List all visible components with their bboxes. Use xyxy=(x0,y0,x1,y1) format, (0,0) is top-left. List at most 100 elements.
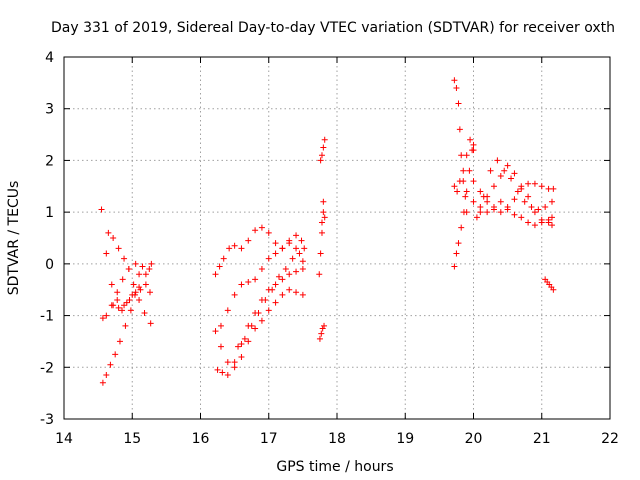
data-point xyxy=(301,245,308,252)
data-point xyxy=(484,209,491,216)
data-point xyxy=(299,266,306,273)
data-point xyxy=(455,240,462,247)
data-point xyxy=(132,260,139,267)
data-point xyxy=(217,343,224,350)
data-point xyxy=(477,209,484,216)
data-point xyxy=(258,317,265,324)
data-point xyxy=(317,157,324,164)
data-point xyxy=(451,183,458,190)
data-point xyxy=(484,193,491,200)
data-point xyxy=(99,379,106,386)
data-point xyxy=(235,343,242,350)
data-point xyxy=(115,304,122,311)
data-point xyxy=(119,276,126,283)
data-point xyxy=(245,237,252,244)
data-points xyxy=(98,77,557,386)
data-point xyxy=(542,203,549,210)
data-point xyxy=(318,229,325,236)
axis-ticks: 14 15 16 17 18 19 20 21 22 -3 -2 -1 0 1 2 3 4 xyxy=(40,50,619,447)
data-point xyxy=(470,198,477,205)
data-point xyxy=(272,240,279,247)
data-point xyxy=(548,222,555,229)
data-point xyxy=(455,100,462,107)
data-point xyxy=(458,224,465,231)
data-point xyxy=(477,203,484,210)
data-point xyxy=(467,136,474,143)
data-point xyxy=(212,271,219,278)
x-tick-label: 20 xyxy=(465,431,483,447)
data-point xyxy=(114,289,121,296)
data-point xyxy=(525,219,532,226)
data-point xyxy=(125,266,132,273)
data-point xyxy=(462,193,469,200)
data-point xyxy=(131,291,138,298)
data-point xyxy=(216,263,223,270)
data-point xyxy=(456,126,463,133)
data-point xyxy=(545,219,552,226)
data-point xyxy=(456,178,463,185)
data-point xyxy=(487,167,494,174)
data-point xyxy=(454,188,461,195)
series-seg-b7 xyxy=(316,209,328,278)
data-point xyxy=(473,214,480,221)
data-point xyxy=(252,227,259,234)
series-seg-b5 xyxy=(235,245,308,350)
data-point xyxy=(511,196,518,203)
data-point xyxy=(279,291,286,298)
data-point xyxy=(212,328,219,335)
data-point xyxy=(286,271,293,278)
data-point xyxy=(146,289,153,296)
data-point xyxy=(238,245,245,252)
data-point xyxy=(470,141,477,148)
data-point xyxy=(320,198,327,205)
data-point xyxy=(231,242,238,249)
data-point xyxy=(231,359,238,366)
data-point xyxy=(321,136,328,143)
x-tick-label: 16 xyxy=(192,431,210,447)
data-point xyxy=(231,364,238,371)
chart-title: Day 331 of 2019, Sidereal Day-to-day VTE… xyxy=(51,20,615,36)
data-point xyxy=(272,299,279,306)
data-point xyxy=(293,289,300,296)
x-tick-label: 17 xyxy=(260,431,278,447)
data-point xyxy=(98,206,105,213)
data-point xyxy=(286,286,293,293)
data-point xyxy=(460,167,467,174)
data-point xyxy=(494,157,501,164)
series-seg-c1 xyxy=(451,77,470,216)
data-point xyxy=(451,263,458,270)
data-point xyxy=(238,281,245,288)
series-seg-b6 xyxy=(316,198,328,342)
data-point xyxy=(299,291,306,298)
data-point xyxy=(103,372,110,379)
data-point xyxy=(258,266,265,273)
data-point xyxy=(132,289,139,296)
data-point xyxy=(146,266,153,273)
data-point xyxy=(286,237,293,244)
data-point xyxy=(115,245,122,252)
data-point xyxy=(119,307,126,314)
data-point xyxy=(531,222,538,229)
data-point xyxy=(470,178,477,185)
data-point xyxy=(238,341,245,348)
x-tick-label: 19 xyxy=(396,431,414,447)
data-point xyxy=(293,268,300,275)
data-point xyxy=(142,281,149,288)
data-point xyxy=(114,297,121,304)
data-point xyxy=(226,245,233,252)
data-point xyxy=(99,315,106,322)
data-point xyxy=(245,338,252,345)
data-point xyxy=(248,322,255,329)
data-point xyxy=(518,214,525,221)
data-point xyxy=(538,216,545,223)
x-tick-label: 22 xyxy=(601,431,619,447)
x-tick-label: 18 xyxy=(328,431,346,447)
data-point xyxy=(451,77,458,84)
data-point xyxy=(265,255,272,262)
y-tick-label: 4 xyxy=(45,50,54,66)
data-point xyxy=(255,309,262,316)
data-point xyxy=(110,235,117,241)
data-point xyxy=(504,162,511,169)
data-point xyxy=(108,281,115,288)
data-point xyxy=(321,214,328,221)
